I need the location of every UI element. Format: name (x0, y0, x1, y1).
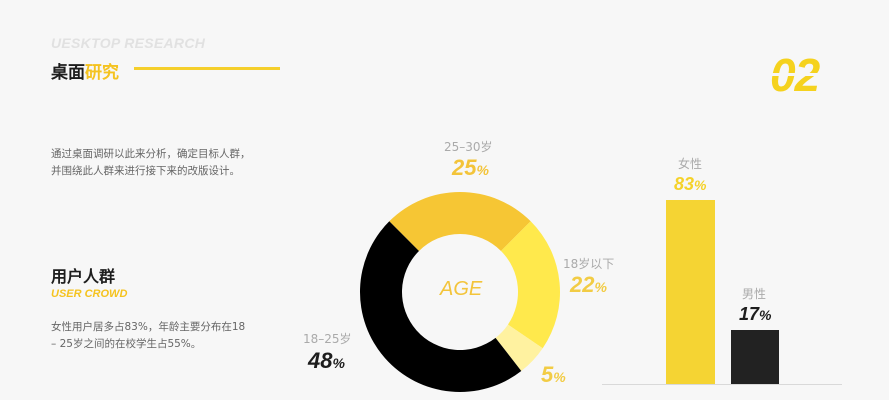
age-18-25-number: 48 (308, 348, 333, 373)
female-number: 83 (674, 174, 695, 194)
age-under-18-unit: % (594, 279, 607, 295)
age-18-25-value: 48% (308, 348, 345, 374)
heading-accent-part: 研究 (85, 63, 119, 83)
bar-male (731, 330, 779, 385)
heading-dark-part: 桌面 (51, 63, 85, 83)
age-donut-chart (359, 192, 560, 393)
age-other-value: 5% (541, 362, 566, 388)
female-label: 女性 (678, 157, 703, 171)
section-heading: 桌面研究 (51, 58, 119, 83)
male-label: 男性 (742, 287, 767, 301)
intro-text: 通过桌面调研以此来分析，确定目标人群， 并围绕此人群来进行接下来的改版设计。 (51, 146, 281, 180)
male-unit: % (759, 307, 772, 323)
intro-line-2: 并围绕此人群来进行接下来的改版设计。 (51, 165, 240, 177)
bar-female (666, 200, 715, 385)
male-number: 17 (739, 304, 760, 324)
age-under-18-number: 22 (570, 272, 595, 297)
age-25-30-label: 25–30岁 (444, 140, 493, 154)
age-under-18-label: 18岁以下 (563, 257, 615, 271)
donut-slice-18-25 (359, 221, 522, 393)
english-heading: UESKTOP RESEARCH (51, 35, 206, 51)
user-crowd-subtitle: USER CROWD (51, 288, 128, 300)
age-under-18-value: 22% (570, 272, 607, 298)
intro-line-1: 通过桌面调研以此来分析，确定目标人群， (51, 148, 251, 160)
bar-chart-baseline (602, 384, 842, 385)
age-other-unit: % (553, 369, 566, 385)
age-18-25-label: 18–25岁 (303, 332, 352, 346)
user-crowd-description: 女性用户居多占83%，年龄主要分布在18 – 25岁之间的在校学生占55%。 (51, 319, 281, 353)
donut-slices (359, 192, 560, 393)
donut-center-label: AGE (440, 278, 483, 300)
age-25-30-value: 25% (452, 155, 489, 181)
heading-underline (134, 67, 280, 70)
age-other-number: 5 (541, 362, 554, 387)
description-line-2: – 25岁之间的在校学生占55%。 (51, 338, 202, 350)
donut-slice-under-18 (501, 221, 560, 349)
page-number-strike (772, 73, 832, 76)
male-value: 17% (739, 304, 771, 325)
description-line-1: 女性用户居多占83%，年龄主要分布在18 (51, 321, 246, 333)
donut-slice-25-30 (389, 192, 531, 251)
user-crowd-title: 用户人群 (51, 267, 116, 286)
age-18-25-unit: % (332, 355, 345, 371)
female-unit: % (694, 177, 707, 193)
age-25-30-unit: % (476, 162, 489, 178)
donut-slice-other (495, 324, 543, 372)
age-25-30-number: 25 (452, 155, 477, 180)
female-value: 83% (674, 174, 706, 195)
